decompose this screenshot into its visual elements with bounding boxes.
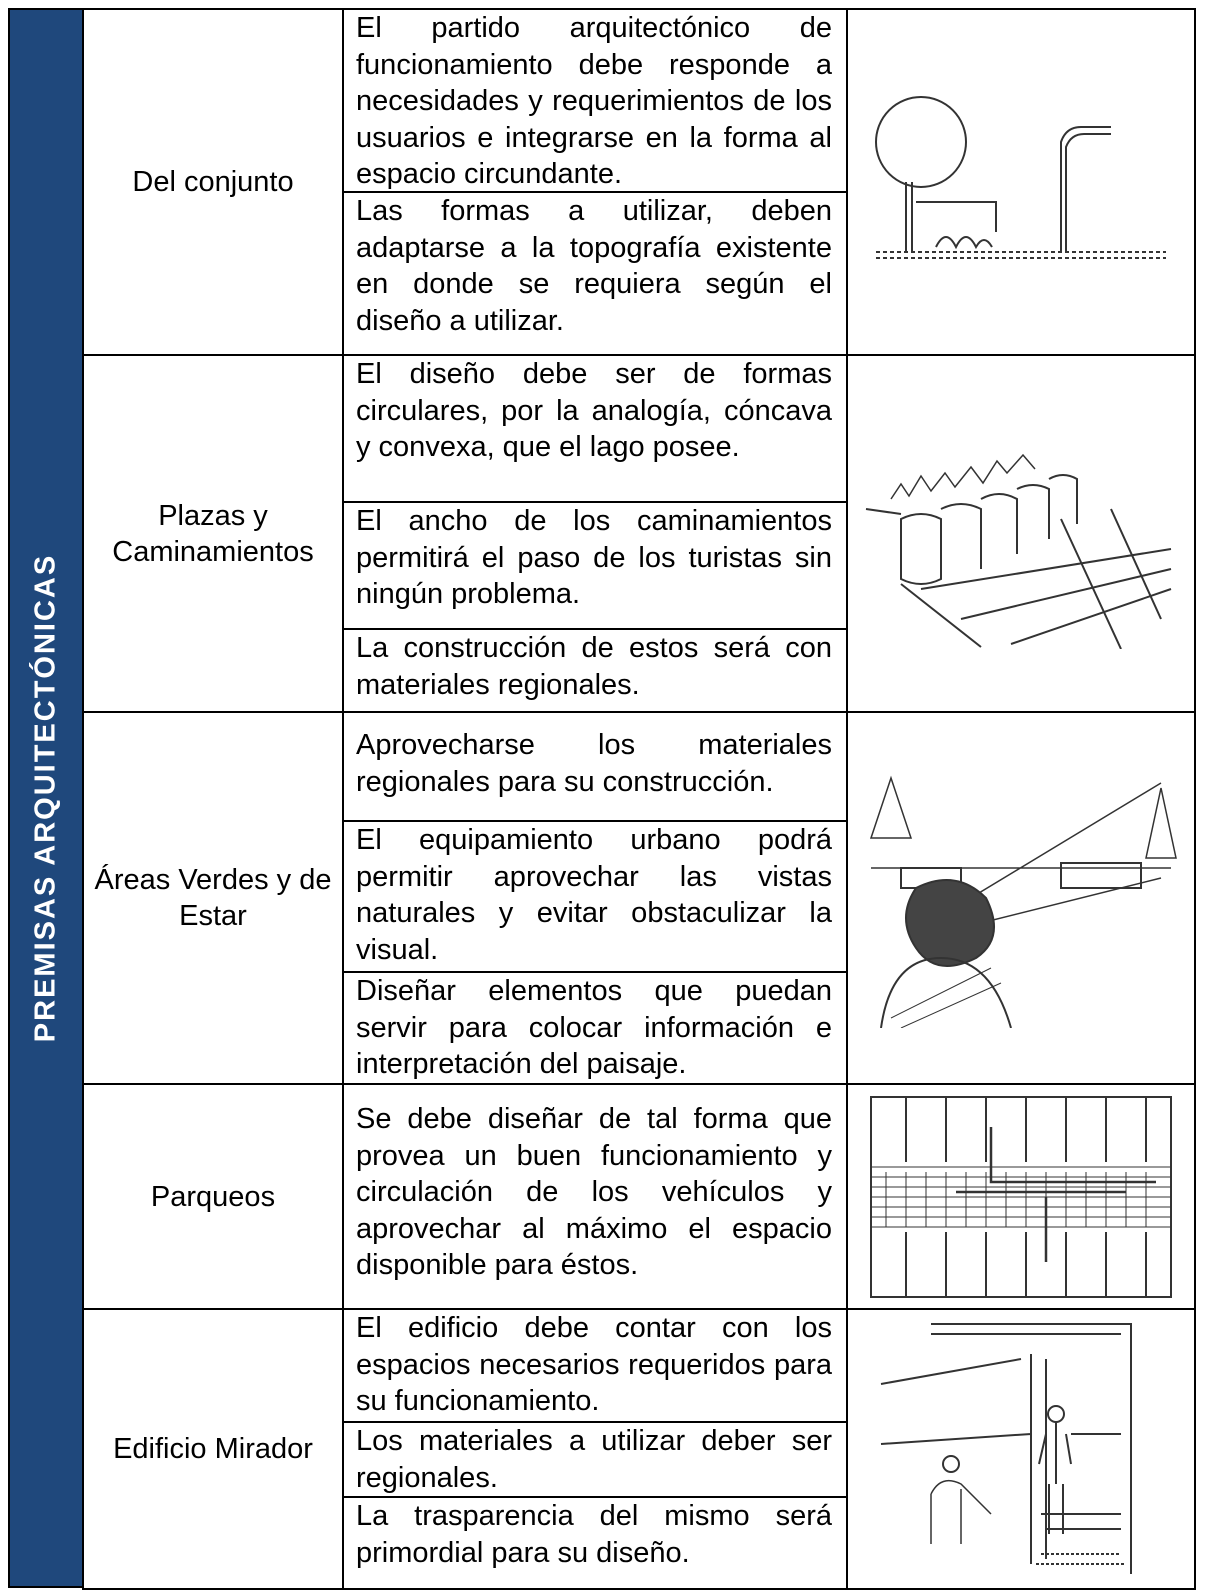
premise-text: Se debe diseñar de tal forma que provea …: [342, 1083, 848, 1310]
sketch: [846, 354, 1196, 713]
premise-text: La trasparencia del mismo será primordia…: [342, 1496, 848, 1590]
premise-text: El edificio debe contar con los espacios…: [342, 1308, 848, 1423]
sketch-drawing: [865, 453, 1172, 649]
sketch-drawing: [880, 1323, 1132, 1574]
side-label: PREMISAS ARQUITECTÓNICAS: [29, 553, 62, 1043]
premise-text: Los materiales a utilizar deber ser regi…: [342, 1421, 848, 1498]
sketch-drawing: [875, 96, 1166, 259]
premise-text: El equipamiento urbano podrá permitir ap…: [342, 820, 848, 973]
premise-text: La construcción de estos será con materi…: [342, 628, 848, 713]
sketch-drawing: [870, 1095, 1172, 1298]
sketch: [846, 1083, 1196, 1310]
category-cell: Del conjunto: [82, 8, 344, 356]
category-cell: Áreas Verdes y de Estar: [82, 711, 344, 1085]
premise-text: Aprovecharse los materiales regionales p…: [342, 711, 848, 822]
premise-text: El diseño debe ser de formas circulares,…: [342, 354, 848, 503]
premise-text: Las formas a utilizar, deben adaptarse a…: [342, 191, 848, 356]
sketch-drawing: [869, 775, 1177, 1028]
category-cell: Parqueos: [82, 1083, 344, 1310]
category-cell: Plazas y Caminamientos: [82, 354, 344, 713]
premise-text: El partido arquitectónico de funcionamie…: [342, 8, 848, 193]
sketch: [846, 8, 1196, 356]
sketch: [846, 1308, 1196, 1590]
premise-text: Diseñar elementos que puedan servir para…: [342, 971, 848, 1085]
sketch: [846, 711, 1196, 1085]
category-cell: Edificio Mirador: [82, 1308, 344, 1590]
side-band: PREMISAS ARQUITECTÓNICAS: [8, 8, 84, 1588]
premise-text: El ancho de los caminamientos permitirá …: [342, 501, 848, 630]
